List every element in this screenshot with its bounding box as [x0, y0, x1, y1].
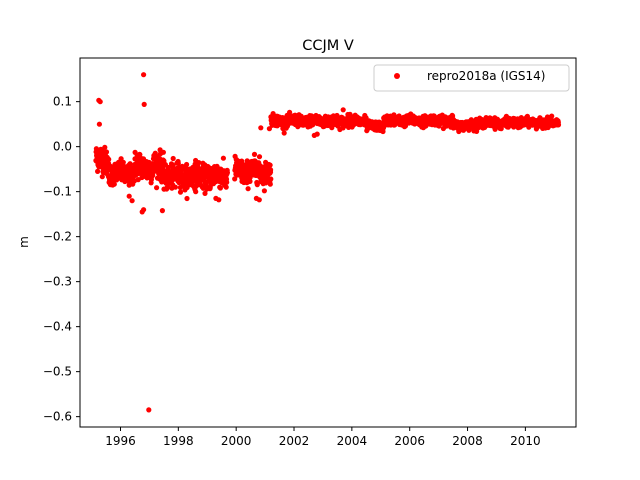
data-point [202, 190, 208, 196]
data-point [254, 182, 260, 188]
data-point [102, 144, 108, 150]
data-point [224, 179, 230, 185]
data-point [154, 185, 160, 191]
x-tick-label: 2008 [452, 434, 483, 448]
data-point-outlier [258, 125, 264, 131]
y-tick-label: 0.0 [53, 140, 72, 154]
data-point [261, 188, 267, 194]
data-point [220, 155, 226, 161]
y-axis-label: m [17, 236, 31, 248]
x-tick-label: 2000 [221, 434, 252, 448]
x-tick-label: 2010 [510, 434, 541, 448]
y-tick-label: −0.3 [43, 275, 72, 289]
data-point [95, 168, 101, 174]
x-tick-label: 1996 [105, 434, 136, 448]
data-point [287, 109, 293, 115]
data-point [177, 189, 184, 195]
data-point [245, 186, 251, 192]
data-point [268, 167, 274, 173]
data-point-outlier [96, 121, 102, 127]
data-point [247, 178, 253, 184]
data-point [165, 164, 171, 171]
y-tick-label: −0.6 [43, 410, 72, 424]
data-point [223, 184, 229, 190]
data-point-outlier [159, 208, 165, 214]
data-point [120, 159, 126, 165]
y-tick-label: −0.1 [43, 185, 72, 199]
data-point [217, 185, 223, 191]
data-point [103, 149, 110, 155]
data-point [196, 160, 202, 166]
data-point-outlier [141, 72, 147, 78]
axis-ticks: 1996 1998 2000 2002 2004 2006 2008 2010 0.1 0.0 −0… [43, 95, 541, 448]
data-point-outlier [314, 131, 320, 137]
data-point [175, 160, 181, 166]
data-point [267, 181, 273, 187]
data-point-outlier [340, 107, 346, 113]
legend: repro2018a (IGS14) [373, 64, 570, 92]
data-point-outlier [172, 184, 178, 190]
data-point [232, 176, 238, 182]
data-point [329, 125, 335, 131]
data-point [184, 195, 190, 202]
data-point-outlier [129, 198, 135, 204]
data-point [137, 152, 143, 158]
x-tick-label: 2004 [337, 434, 368, 448]
data-point-outlier [141, 101, 147, 107]
data-point [256, 154, 263, 160]
data-point [549, 113, 555, 119]
legend-box [373, 64, 570, 92]
x-tick-label: 2006 [394, 434, 425, 448]
y-tick-label: −0.2 [43, 230, 72, 244]
y-tick-label: −0.4 [43, 320, 72, 334]
data-point-outlier [146, 407, 152, 413]
data-point [170, 155, 176, 162]
data-point [160, 149, 166, 155]
data-point-outlier [266, 126, 272, 132]
data-point [251, 151, 258, 157]
data-point [267, 162, 273, 168]
chart-title: CCJM V [302, 38, 354, 54]
data-point [184, 161, 190, 168]
data-point-outlier [256, 197, 262, 203]
y-tick-label: 0.1 [53, 95, 72, 109]
y-tick-label: −0.5 [43, 365, 72, 379]
data-point-outlier [141, 207, 147, 213]
data-point [150, 172, 156, 178]
data-point [106, 156, 112, 162]
data-point-outlier [216, 197, 222, 203]
legend-marker [394, 73, 400, 79]
legend-label-repro2018a: repro2018a (IGS14) [427, 69, 545, 83]
data-point [224, 170, 230, 176]
axes-frame [79, 57, 577, 428]
data-point-outlier [126, 193, 132, 199]
data-point-outlier [97, 99, 103, 105]
x-tick-label: 1998 [163, 434, 194, 448]
data-point-outlier [193, 189, 199, 195]
data-point [555, 122, 562, 128]
x-tick-label: 2002 [279, 434, 310, 448]
data-point [99, 174, 105, 180]
data-point [268, 176, 274, 182]
data-point [281, 130, 287, 136]
data-point [111, 181, 117, 187]
data-points [93, 72, 562, 413]
